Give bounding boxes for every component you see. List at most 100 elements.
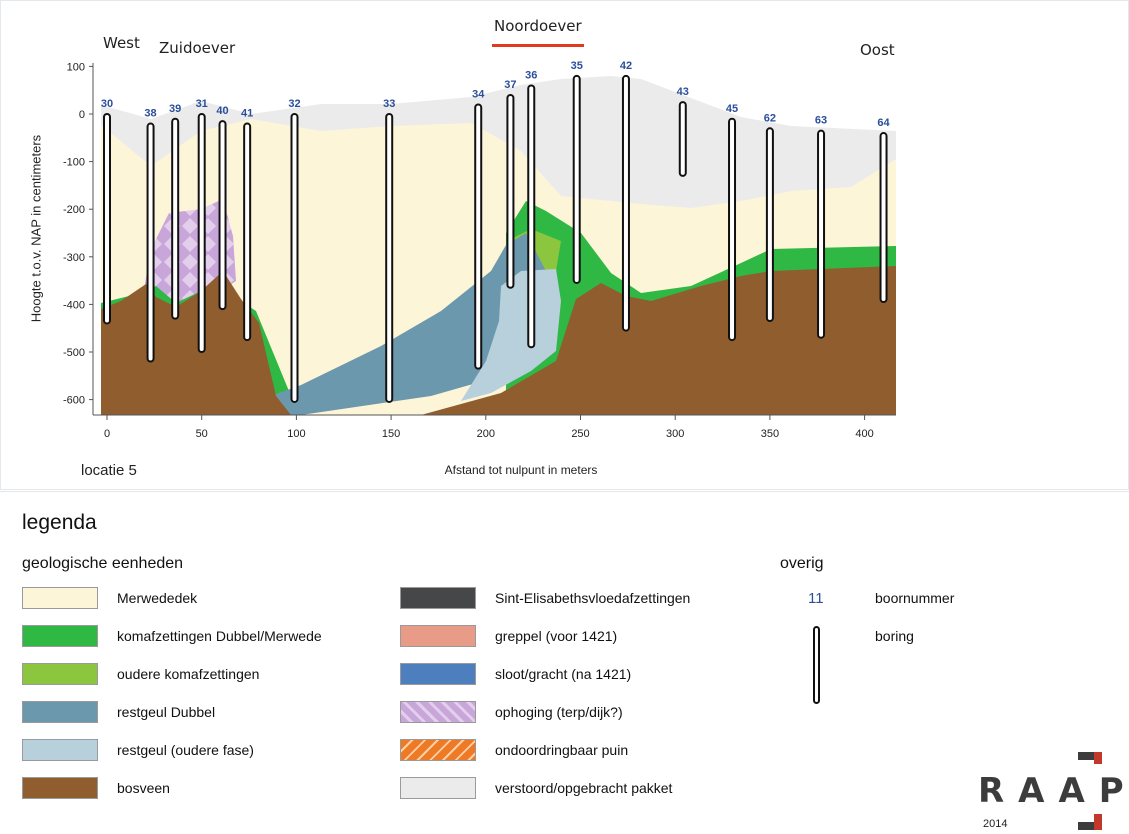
boring-bar xyxy=(817,129,826,339)
x-tick-label: 350 xyxy=(761,428,779,440)
x-ticks: 0 50 100 150 200 250 300 350 400 xyxy=(104,415,874,440)
swatch-ophoging xyxy=(400,701,476,723)
x-tick-label: 50 xyxy=(196,428,208,440)
x-tick-label: 150 xyxy=(382,428,400,440)
y-tick-label: -100 xyxy=(63,157,85,169)
x-axis-title: Afstand tot nulpunt in meters xyxy=(444,463,598,477)
y-tick-label: -300 xyxy=(63,252,85,264)
swatch-verstoord xyxy=(400,777,476,799)
legend-label: verstoord/opgebracht pakket xyxy=(495,780,673,796)
legend-label: ophoging (terp/dijk?) xyxy=(495,704,623,720)
boring-symbol-icon xyxy=(813,626,820,704)
boring-bar xyxy=(103,113,111,325)
noordoever-underline xyxy=(492,44,584,47)
section-divider xyxy=(0,491,1129,492)
boring-number: 45 xyxy=(726,103,738,115)
boring-number: 32 xyxy=(288,98,300,110)
boring-bar xyxy=(678,101,687,177)
boring-bar xyxy=(171,117,180,320)
swatch-sint-elisabethsvloed xyxy=(400,587,476,609)
swatch-sloot-gracht xyxy=(400,663,476,685)
boring-number: 42 xyxy=(620,60,632,72)
boring-bar xyxy=(290,113,299,403)
swatch-komafzettingen xyxy=(22,625,98,647)
west-label: West xyxy=(103,34,140,52)
x-tick-label: 250 xyxy=(571,428,589,440)
boring-bar xyxy=(474,103,483,370)
zuidoever-label: Zuidoever xyxy=(159,39,236,57)
legend-label: Sint-Elisabethsvloedafzettingen xyxy=(495,590,691,606)
boring-number: 41 xyxy=(241,108,253,120)
swatch-restgeul-oudere-fase xyxy=(22,739,98,761)
other-title: overig xyxy=(780,555,824,572)
legend-label: restgeul (oudere fase) xyxy=(117,742,254,758)
swatch-merwededek xyxy=(22,587,98,609)
boring-number: 36 xyxy=(525,69,537,81)
boring-number: 31 xyxy=(196,98,208,110)
boring-bar xyxy=(218,120,227,311)
boring-number: 64 xyxy=(877,117,890,129)
axes-group xyxy=(92,63,896,416)
y-tick-label: -500 xyxy=(63,347,85,359)
restgeul-oudere-fase-layer xyxy=(461,269,561,401)
boring-number: 35 xyxy=(571,60,583,72)
geo-units-title: geologische eenheden xyxy=(22,555,184,572)
swatch-greppel xyxy=(400,625,476,647)
boring-bar xyxy=(385,113,394,403)
boring-bar xyxy=(146,122,155,363)
x-tick-label: 400 xyxy=(855,428,873,440)
legend-title: legenda xyxy=(22,511,97,534)
boring-number: 40 xyxy=(216,105,228,117)
boornummer-sample: 11 xyxy=(808,590,824,607)
x-tick-label: 200 xyxy=(477,428,495,440)
oost-label: Oost xyxy=(860,41,895,59)
boring-bar xyxy=(765,127,774,323)
legend-label: ondoordringbaar puin xyxy=(495,742,629,758)
legend-label: komafzettingen Dubbel/Merwede xyxy=(117,628,322,644)
swatch-oudere-komafzettingen xyxy=(22,663,98,685)
y-tick-label: 100 xyxy=(67,61,85,73)
legend-label: sloot/gracht (na 1421) xyxy=(495,666,632,682)
swatch-ondoordringbaar-puin xyxy=(400,739,476,761)
boring-number: 33 xyxy=(383,98,395,110)
boring-bar xyxy=(621,74,630,332)
boring-bar xyxy=(506,93,515,289)
legend-label: greppel (voor 1421) xyxy=(495,628,618,644)
boring-number: 62 xyxy=(764,112,776,124)
boring-bar xyxy=(572,74,581,284)
boring-number: 37 xyxy=(504,79,516,91)
x-tick-label: 0 xyxy=(104,428,110,440)
swatch-bosveen xyxy=(22,777,98,799)
boring-bar xyxy=(879,132,888,304)
boring-number: 38 xyxy=(144,108,156,120)
boring-number: 39 xyxy=(169,103,181,115)
cross-section-plot: 100 0 -100 -200 -300 -400 -500 -600 0 50 100 150 20… xyxy=(63,60,896,440)
noordoever-label: Noordoever xyxy=(494,17,582,35)
y-tick-label: -400 xyxy=(63,299,85,311)
y-ticks: 100 0 -100 -200 -300 -400 -500 -600 xyxy=(63,61,93,407)
logo-year: 2014 xyxy=(983,818,1008,830)
borings-group: 30 38 39 31 40 41 32 33 34 37 36 35 42 43 45 62 63 64 xyxy=(101,60,891,403)
boring-number: 63 xyxy=(815,115,827,127)
boornummer-label: boornummer xyxy=(875,590,955,606)
ophoging-layer xyxy=(144,199,236,305)
legend-label: oudere komafzettingen xyxy=(117,666,260,682)
y-tick-label: 0 xyxy=(79,109,85,121)
boring-number: 34 xyxy=(472,88,485,100)
swatch-restgeul-dubbel xyxy=(22,701,98,723)
boring-bar xyxy=(527,84,536,349)
boring-number: 43 xyxy=(677,86,689,98)
legend-label: bosveen xyxy=(117,780,170,796)
location-label: locatie 5 xyxy=(81,462,137,479)
boring-bar xyxy=(197,113,206,353)
logo-brackets-icon xyxy=(1078,752,1102,830)
boring-bar xyxy=(243,122,252,342)
cross-section-panel: West Zuidoever Noordoever Oost Hoogte t.… xyxy=(0,0,1129,490)
boring-label: boring xyxy=(875,628,914,644)
logo-text: RAAP xyxy=(978,771,1129,811)
boring-bar xyxy=(728,117,737,342)
x-tick-label: 300 xyxy=(666,428,684,440)
x-tick-label: 100 xyxy=(287,428,305,440)
bosveen-layer xyxy=(101,266,896,415)
legend-label: Merwededek xyxy=(117,590,198,606)
